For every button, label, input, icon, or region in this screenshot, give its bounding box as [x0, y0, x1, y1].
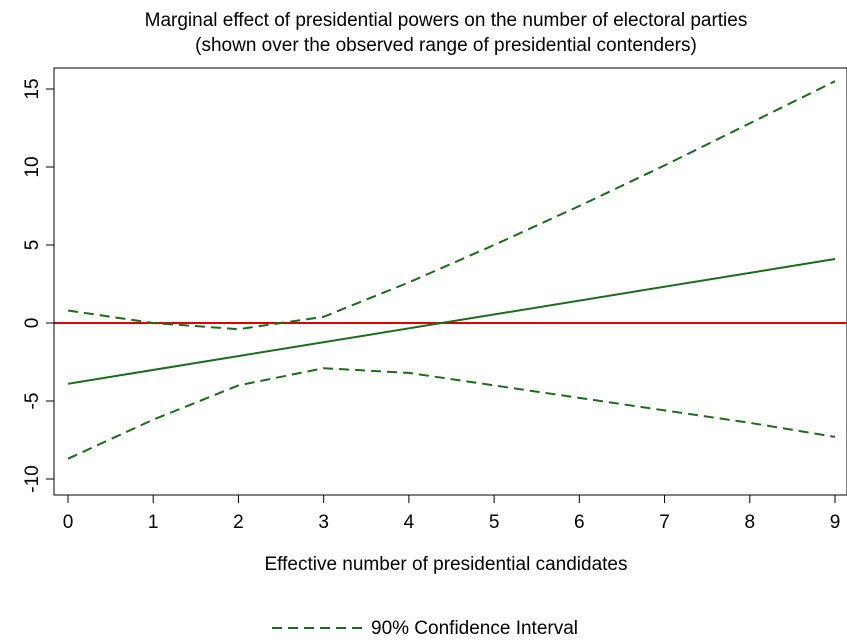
confidence-interval-upper-line	[67, 80, 836, 331]
legend-label-confidence-interval: 90% Confidence Interval	[371, 618, 578, 639]
plot-region	[53, 67, 847, 496]
y-tick-label--5: -5	[22, 393, 43, 410]
y-tick-label-0: 0	[22, 318, 43, 329]
x-axis: 0 1 2 3 4 5 6 7 8 9	[63, 494, 841, 533]
chart-subtitle: (shown over the observed range of presid…	[195, 35, 697, 56]
plot-frame	[53, 67, 847, 496]
x-tick-label-5: 5	[489, 512, 500, 533]
marginal-effect-line	[67, 258, 836, 385]
x-tick-label-7: 7	[659, 512, 670, 533]
y-tick-label-15: 15	[22, 78, 43, 99]
x-tick-label-6: 6	[574, 512, 585, 533]
x-tick-label-8: 8	[744, 512, 755, 533]
legend: 90% Confidence Interval	[272, 618, 578, 639]
x-axis-title: Effective number of presidential candida…	[265, 554, 628, 575]
y-axis: -10 -5 0 5 10 15	[22, 78, 55, 493]
x-tick-label-1: 1	[148, 512, 159, 533]
y-tick-label-5: 5	[22, 240, 43, 251]
x-tick-label-0: 0	[63, 512, 74, 533]
x-tick-label-9: 9	[830, 512, 841, 533]
x-tick-label-2: 2	[233, 512, 244, 533]
chart-title: Marginal effect of presidential powers o…	[145, 10, 748, 31]
y-tick-label-10: 10	[22, 156, 43, 177]
confidence-interval-lower-line	[67, 367, 836, 460]
x-tick-label-4: 4	[404, 512, 415, 533]
y-tick-label--10: -10	[22, 465, 43, 492]
x-tick-label-3: 3	[318, 512, 329, 533]
